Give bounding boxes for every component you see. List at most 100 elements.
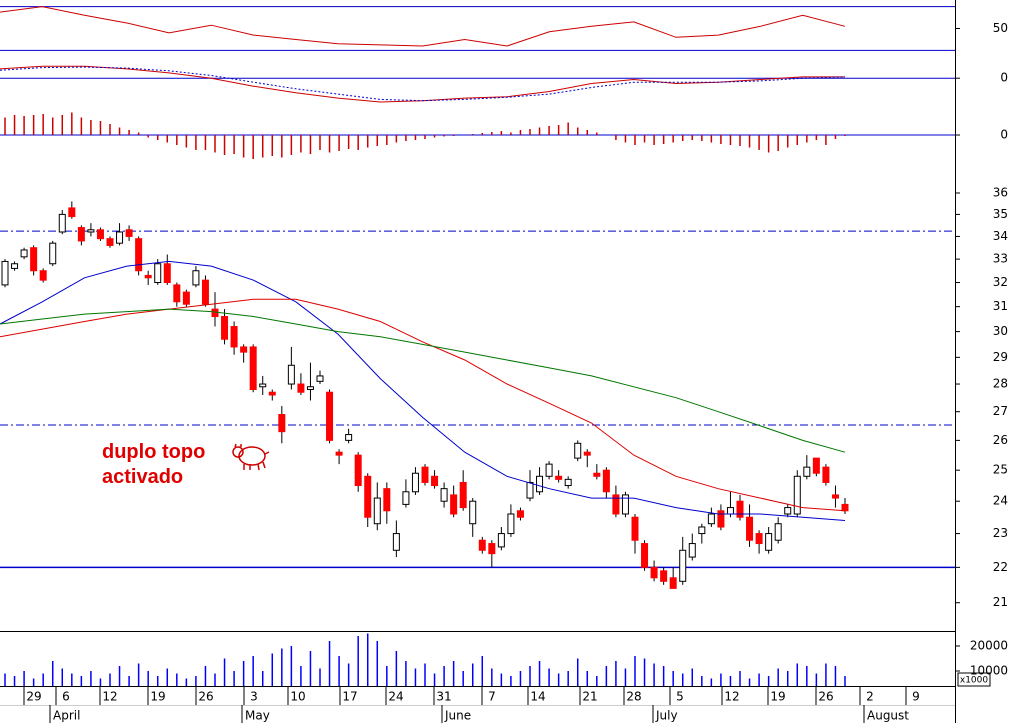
bear-icon: [232, 443, 270, 471]
x-tick-label: 6: [62, 690, 70, 704]
x-tick-label: 19: [150, 690, 165, 704]
y-tick-label: 24: [993, 494, 1008, 508]
candle-body: [784, 507, 792, 515]
month-label: May: [245, 709, 270, 723]
candle-body: [478, 539, 486, 551]
y-tick-label: 32: [993, 275, 1008, 289]
candle-body: [707, 513, 715, 525]
candle-body: [373, 497, 381, 525]
candle-body: [736, 500, 744, 518]
candle-body: [278, 414, 286, 433]
candle-body: [831, 494, 839, 499]
y-tick-label: 35: [993, 207, 1008, 221]
candle-body: [411, 472, 419, 493]
candle-body: [602, 469, 610, 493]
x-tick-label: 26: [198, 690, 213, 704]
x-tick-label: 5: [676, 690, 684, 704]
candle-body: [20, 249, 28, 258]
candle-body: [68, 207, 76, 218]
month-label: July: [655, 709, 678, 723]
candle-body: [58, 213, 66, 233]
candle-body: [326, 391, 334, 441]
candle-body: [364, 475, 372, 518]
y-tick-label: 36: [993, 185, 1008, 199]
candle-body: [755, 533, 763, 545]
candle-body: [402, 491, 410, 505]
line-series: [0, 260, 846, 521]
annotation: activado: [102, 466, 183, 488]
x-tick-label: 29: [26, 690, 41, 704]
candle-body: [182, 291, 190, 305]
candle-body: [516, 510, 524, 518]
x-tick-label: 2: [866, 690, 874, 704]
candle-body: [450, 494, 458, 515]
unit-box: [957, 672, 991, 687]
candle-body: [774, 523, 782, 541]
candle-body: [822, 466, 830, 483]
candle-body: [154, 263, 162, 284]
candle-body: [459, 481, 467, 509]
x-tick-label: 24: [388, 690, 403, 704]
candle-body: [726, 507, 734, 515]
x-tick-label: 14: [530, 690, 545, 704]
candle-body: [497, 533, 505, 548]
candle-body: [650, 566, 658, 579]
y-tick-label: 34: [993, 229, 1008, 243]
y-tick-label: 50: [993, 21, 1008, 35]
candle-body: [268, 391, 276, 396]
y-tick-label: 22: [993, 560, 1008, 574]
candle-body: [698, 526, 706, 535]
candle-body: [316, 375, 324, 382]
candle-body: [96, 229, 104, 240]
candle-body: [793, 475, 801, 515]
x-tick-label: 17: [342, 690, 357, 704]
x-tick-label: 21: [582, 690, 597, 704]
candle-body: [39, 270, 47, 281]
month-label: June: [444, 709, 471, 723]
month-label: April: [53, 709, 80, 723]
x-tick-label: 7: [488, 690, 496, 704]
x-tick-label: 12: [102, 690, 117, 704]
candle-body: [746, 516, 754, 541]
x-tick-label: 26: [818, 690, 833, 704]
candle-body: [803, 466, 811, 477]
line-series: [0, 6, 846, 47]
line-series: [0, 66, 846, 102]
candle-body: [163, 263, 171, 284]
candle-body: [173, 284, 181, 303]
candle-body: [77, 227, 85, 242]
candle-body: [230, 326, 238, 348]
candle-body: [297, 383, 305, 393]
candle-body: [192, 270, 200, 286]
line-series: [0, 298, 846, 512]
line-series: [0, 308, 846, 453]
candle-body: [488, 543, 496, 555]
candle-body: [259, 383, 267, 388]
candle-body: [841, 503, 849, 512]
candle-body: [679, 549, 687, 582]
y-tick-label: 31: [993, 299, 1008, 313]
candle-body: [621, 494, 629, 515]
candle-body: [669, 577, 677, 589]
candle-body: [641, 543, 649, 568]
candle-body: [765, 533, 773, 551]
candle-body: [87, 229, 95, 233]
candle-body: [144, 274, 152, 279]
candle-body: [574, 442, 582, 459]
y-tick-label: 10000: [970, 664, 1008, 678]
candle-body: [526, 481, 534, 499]
candle-body: [612, 494, 620, 515]
x-tick-label: 12: [724, 690, 739, 704]
y-tick-label: 26: [993, 433, 1008, 447]
annotation: duplo topo: [102, 441, 205, 463]
candle-body: [812, 457, 820, 474]
candle-body: [593, 472, 601, 477]
candle-body: [201, 279, 209, 305]
y-tick-label: 21: [993, 595, 1008, 609]
y-tick-label: 33: [993, 252, 1008, 266]
candle-body: [507, 513, 515, 535]
candle-body: [469, 500, 477, 525]
candle-body: [431, 475, 439, 487]
candle-body: [583, 451, 591, 456]
